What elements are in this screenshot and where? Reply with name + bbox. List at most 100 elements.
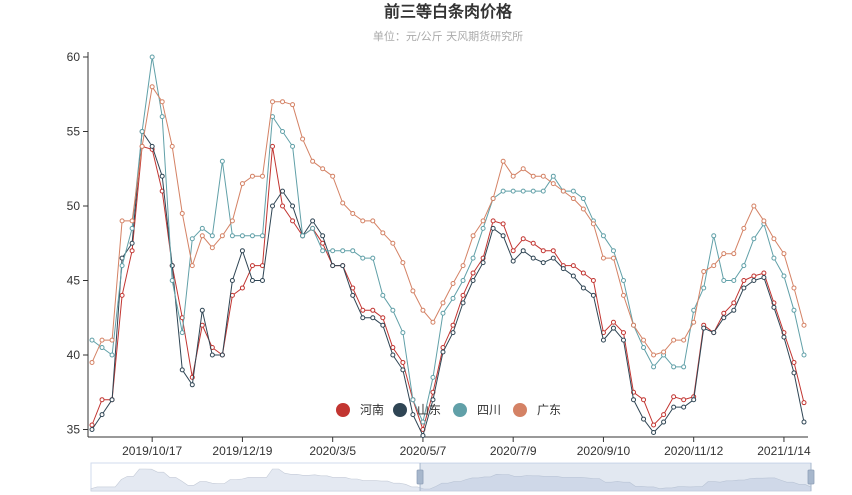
data-point: [149, 54, 155, 60]
legend-marker: [513, 403, 527, 417]
data-point: [781, 334, 787, 340]
data-point: [590, 221, 596, 227]
data-point: [149, 84, 155, 90]
legend-item[interactable]: 河南: [336, 402, 384, 417]
data-point: [249, 173, 255, 179]
data-point: [600, 255, 606, 261]
data-point: [360, 255, 366, 261]
data-point: [390, 345, 396, 351]
data-point: [701, 325, 707, 331]
data-point: [390, 240, 396, 246]
legend-item[interactable]: 广东: [513, 403, 561, 417]
data-point: [620, 278, 626, 283]
data-point: [159, 114, 165, 120]
data-point: [320, 248, 326, 254]
data-point: [330, 173, 336, 179]
data-point: [651, 364, 657, 370]
data-point: [570, 273, 576, 279]
data-point: [129, 248, 135, 254]
data-point: [320, 233, 326, 239]
zoom-overview-area: [90, 468, 812, 492]
data-point: [681, 364, 687, 370]
data-point: [631, 322, 637, 328]
data-point: [520, 166, 526, 172]
data-point: [711, 330, 717, 336]
data-point: [149, 143, 155, 149]
data-point: [420, 307, 426, 313]
data-point: [350, 285, 356, 291]
data-point: [330, 248, 336, 254]
data-point: [440, 300, 446, 306]
data-point: [400, 359, 406, 365]
data-point: [280, 203, 286, 209]
series-line: [91, 85, 805, 363]
data-point: [430, 319, 436, 325]
data-point: [731, 251, 737, 257]
data-point: [651, 429, 657, 435]
data-point: [109, 337, 115, 343]
data-point: [641, 337, 647, 343]
data-point: [420, 419, 426, 425]
data-point: [671, 364, 677, 370]
data-point: [450, 295, 456, 301]
x-tick-label: 2020/9/10: [577, 444, 631, 458]
data-point: [641, 345, 647, 351]
data-point: [751, 203, 757, 209]
data-point: [691, 397, 697, 403]
data-point: [430, 397, 436, 403]
zoom-selected-range[interactable]: [420, 463, 811, 491]
data-point: [580, 270, 586, 276]
data-point: [89, 359, 95, 365]
data-point: [259, 233, 265, 239]
series-2: [89, 129, 807, 438]
data-point: [400, 330, 406, 336]
data-point: [390, 352, 396, 358]
data-point: [490, 196, 496, 202]
legend-item[interactable]: 山东: [393, 403, 441, 417]
data-point: [580, 196, 586, 202]
data-point: [410, 397, 416, 403]
data-zoom-slider[interactable]: [90, 462, 815, 492]
data-point: [761, 218, 767, 224]
data-point: [129, 225, 135, 231]
data-point: [239, 285, 245, 291]
data-point: [169, 143, 175, 149]
data-point: [310, 158, 316, 164]
legend-marker: [453, 403, 467, 417]
data-point: [731, 307, 737, 313]
data-point: [360, 315, 366, 321]
x-tick-label: 2020/5/7: [400, 444, 447, 458]
data-point: [290, 203, 296, 209]
data-point: [159, 99, 165, 105]
data-point: [540, 188, 546, 194]
legend[interactable]: 河南 山东 四川 广东: [336, 402, 561, 417]
data-point: [219, 352, 225, 358]
data-point: [340, 200, 346, 206]
legend-item[interactable]: 四川: [453, 403, 501, 417]
data-point: [600, 233, 606, 239]
data-point: [89, 427, 95, 432]
data-point: [751, 236, 757, 242]
data-point: [400, 260, 406, 266]
data-point: [681, 404, 687, 410]
data-point: [99, 397, 105, 403]
data-point: [229, 278, 235, 283]
data-point: [500, 158, 506, 164]
series-line: [91, 145, 805, 432]
data-point: [129, 240, 135, 246]
series-line: [91, 56, 805, 424]
zoom-handle[interactable]: [416, 469, 424, 485]
data-point: [721, 310, 727, 316]
data-point: [701, 285, 707, 291]
data-point: [139, 129, 145, 134]
data-point: [470, 255, 476, 261]
data-point: [721, 251, 727, 257]
data-point: [320, 166, 326, 172]
data-point: [249, 263, 255, 269]
data-point: [530, 255, 536, 261]
data-point: [159, 173, 165, 179]
zoom-handle[interactable]: [807, 469, 815, 485]
data-point: [219, 158, 225, 164]
data-point: [520, 248, 526, 254]
data-point: [500, 233, 506, 239]
